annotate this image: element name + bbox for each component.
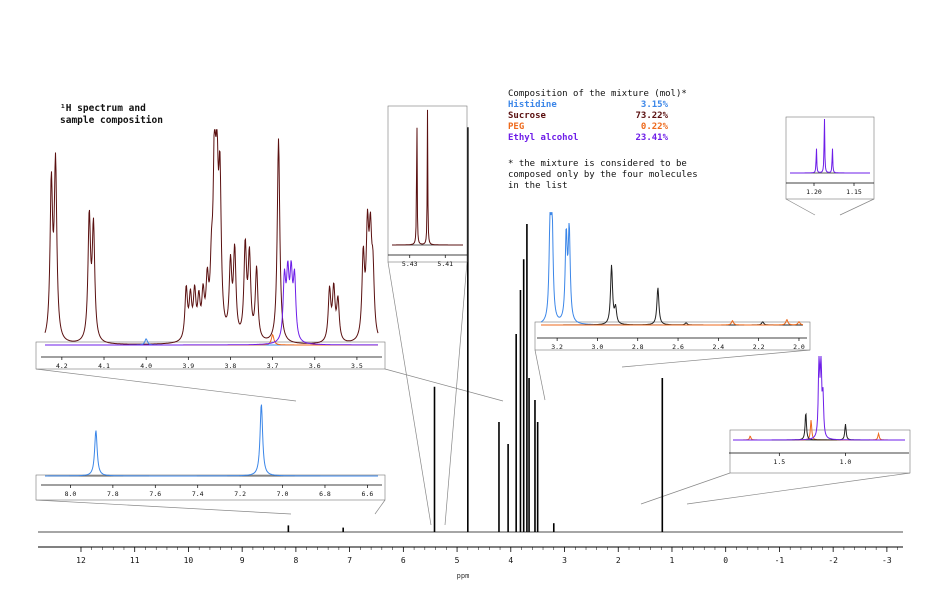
zoom-connector-line xyxy=(387,261,432,526)
inset-sucrose-region: 4.2 4.1 4.0 3.9 3.8 3.7 3.6 3.5 xyxy=(35,129,386,370)
inset-tick-label: 4.1 xyxy=(98,362,110,370)
x-tick-label: 6 xyxy=(401,556,406,565)
inset-tick-label: 2.6 xyxy=(672,343,684,351)
inset-spectrum-trace xyxy=(541,318,804,326)
x-tick-label: 8 xyxy=(293,556,298,565)
zoom-connector-line xyxy=(621,349,811,368)
inset-tick-label: 3.5 xyxy=(351,362,363,370)
inset-tick-label: 7.0 xyxy=(277,490,289,498)
x-tick-label: -2 xyxy=(828,556,838,565)
inset-frame xyxy=(35,474,386,501)
inset-frame xyxy=(35,341,386,370)
inset-frame xyxy=(534,321,811,351)
inset-tick-label: 3.6 xyxy=(309,362,321,370)
zoom-connector-line xyxy=(686,472,911,505)
zoom-connector-line xyxy=(384,368,504,402)
x-tick-label: -3 xyxy=(882,556,892,565)
x-tick-label: 2 xyxy=(616,556,621,565)
inset-tick-label: 7.6 xyxy=(149,490,161,498)
composition-note-line2: composed only by the four molecules xyxy=(508,170,698,180)
inset-frame xyxy=(785,116,875,200)
x-tick-label: 1 xyxy=(670,556,675,565)
inset-tick-label: 7.8 xyxy=(107,490,119,498)
x-axis-label: ppm xyxy=(457,572,470,580)
inset-tick-label: 6.8 xyxy=(319,490,331,498)
inset-tick-label: 5.41 xyxy=(437,260,453,268)
composition-item-value: 0.22% xyxy=(641,122,669,132)
x-tick-label: 12 xyxy=(76,556,86,565)
zoom-connectors xyxy=(35,198,911,526)
inset-tick-label: 4.0 xyxy=(140,362,152,370)
inset-tick-label: 3.0 xyxy=(592,343,604,351)
inset-tick-label: 5.43 xyxy=(402,260,418,268)
x-tick-label: 7 xyxy=(347,556,352,565)
inset-tick-label: 8.0 xyxy=(65,490,77,498)
inset-tick-label: 4.2 xyxy=(56,362,68,370)
inset-spectrum-trace xyxy=(790,118,870,174)
inset-tick-label: 2.2 xyxy=(753,343,765,351)
composition-item-name: Ethyl alcohol xyxy=(508,133,578,143)
x-tick-label: 4 xyxy=(508,556,513,565)
x-tick-label: 10 xyxy=(184,556,194,565)
inset-spectrum-trace xyxy=(44,129,379,345)
zoom-connector-line xyxy=(534,349,546,401)
composition-header: Composition of the mixture (mol)* xyxy=(508,89,687,99)
inset-tick-label: 3.9 xyxy=(182,362,194,370)
zoom-connector-line xyxy=(839,198,875,216)
inset-tick-label: 1.5 xyxy=(773,458,785,466)
inset-spectrum-trace xyxy=(392,109,463,246)
inset-tick-label: 3.2 xyxy=(551,343,563,351)
zoom-connector-line xyxy=(444,261,468,526)
zoom-connector-line xyxy=(35,499,292,515)
main-spectrum: 12 11 10 9 8 7 6 5 4 3 2 1 0 -1 -2 -3 xyxy=(38,127,903,565)
inset-spectrum-trace xyxy=(733,355,905,441)
composition-item-name: Histidine xyxy=(508,99,557,110)
inset-histidine-aliphatic-region: 3.2 3.0 2.8 2.6 2.4 2.2 2.0 xyxy=(534,212,811,351)
inset-spectrum-trace xyxy=(45,404,378,477)
zoom-connector-line xyxy=(374,499,386,515)
inset-frame xyxy=(729,429,911,474)
inset-spectrum-trace xyxy=(540,212,803,326)
zoom-connector-line xyxy=(35,368,297,402)
inset-tick-label: 2.4 xyxy=(712,343,724,351)
inset-tick-label: 3.7 xyxy=(267,362,279,370)
inset-tick-label: 2.0 xyxy=(793,343,805,351)
composition-note-line1: * the mixture is considered to be xyxy=(508,159,687,169)
inset-spectrum-trace xyxy=(45,260,378,346)
inset-histidine-aromatic-region: 8.0 7.8 7.6 7.4 7.2 7.0 6.8 6.6 xyxy=(35,404,386,501)
spectrum-title-line2: sample composition xyxy=(60,115,163,126)
inset-tick-label: 1.15 xyxy=(846,188,862,196)
zoom-connector-line xyxy=(640,472,731,505)
inset-tick-label: 1.20 xyxy=(806,188,822,196)
composition-item-name: PEG xyxy=(508,122,524,132)
inset-tick-label: 7.4 xyxy=(192,490,204,498)
composition-item-name: Sucrose xyxy=(508,111,547,121)
x-tick-label: 9 xyxy=(240,556,245,565)
x-tick-label: -1 xyxy=(775,556,785,565)
composition-item-value: 23.41% xyxy=(635,133,668,143)
x-tick-label: 11 xyxy=(130,556,140,565)
composition-legend: Composition of the mixture (mol)* Histid… xyxy=(508,89,698,191)
spectrum-title-line1: ¹H spectrum and xyxy=(60,103,146,114)
zoom-insets: 4.2 4.1 4.0 3.9 3.8 3.7 3.6 3.5 5.43 5.41 3.2 3.0 2.… xyxy=(35,105,911,501)
inset-ethanol-methyl-region: 1.5 1.0 xyxy=(729,355,911,474)
inset-spectrum-trace xyxy=(541,264,803,326)
inset-tick-label: 3.8 xyxy=(225,362,237,370)
inset-tick-label: 2.8 xyxy=(632,343,644,351)
inset-ethanol-triplet-zoom: 1.20 1.15 xyxy=(785,116,875,200)
x-tick-label: 5 xyxy=(455,556,460,565)
inset-anomeric-region: 5.43 5.41 xyxy=(387,105,468,268)
inset-tick-label: 1.0 xyxy=(840,458,852,466)
composition-item-value: 73.22% xyxy=(635,111,668,121)
composition-note-line3: in the list xyxy=(508,181,568,191)
x-tick-label: 0 xyxy=(723,556,728,565)
x-tick-label: 3 xyxy=(562,556,567,565)
inset-tick-label: 6.6 xyxy=(362,490,374,498)
composition-item-value: 3.15% xyxy=(641,100,669,110)
zoom-connector-line xyxy=(785,198,816,216)
inset-tick-label: 7.2 xyxy=(234,490,246,498)
